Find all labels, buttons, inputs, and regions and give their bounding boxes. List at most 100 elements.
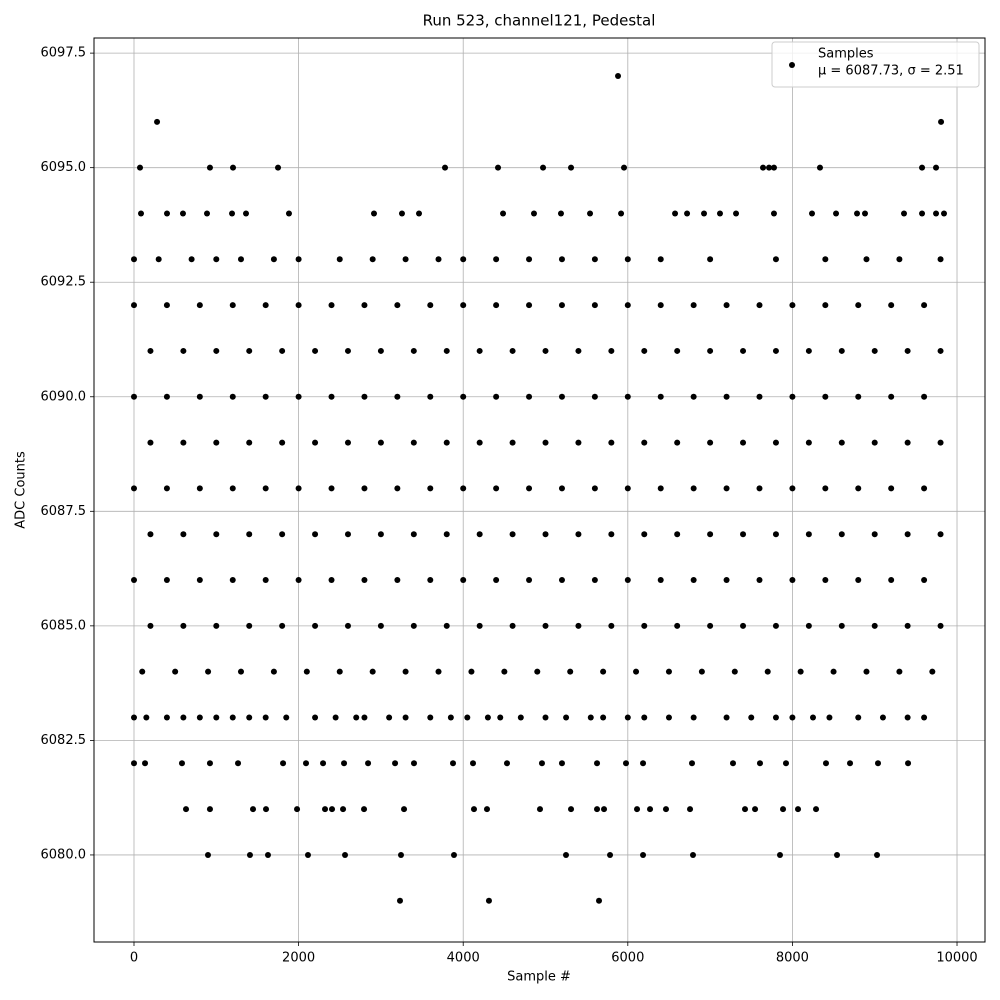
point [435,256,442,263]
point [460,256,467,263]
point [608,622,615,629]
point [295,302,302,309]
point [369,256,376,263]
point [760,164,767,171]
point [871,439,878,446]
point [328,577,335,584]
point [789,393,796,400]
point [805,347,812,354]
point [442,164,449,171]
point [213,256,220,263]
point [731,668,738,675]
point [344,347,351,354]
point [470,760,477,767]
point [213,439,220,446]
point [689,851,696,858]
point [575,531,582,538]
point [295,485,302,492]
point [361,302,368,309]
point [665,714,672,721]
point [530,210,537,217]
point [542,531,549,538]
point [500,210,507,217]
point [130,760,137,767]
point [748,714,755,721]
point [137,210,144,217]
point [575,347,582,354]
point [365,760,372,767]
point [888,302,895,309]
point [229,302,236,309]
point [937,622,944,629]
point [353,714,360,721]
point [591,485,598,492]
point [447,714,454,721]
point [752,806,759,813]
point [270,668,277,675]
point [888,485,895,492]
point [805,622,812,629]
point [862,210,869,217]
point [838,439,845,446]
point [517,714,524,721]
point [733,210,740,217]
point [509,347,516,354]
point [756,302,763,309]
point [229,210,236,217]
point [275,164,282,171]
point [607,851,614,858]
point [624,485,631,492]
point [809,714,816,721]
point [871,622,878,629]
legend-note: μ = 6087.73, σ = 2.51 [818,64,964,79]
point [657,256,664,263]
point [501,668,508,675]
point [690,577,697,584]
point [937,256,944,263]
x-tick-label: 2000 [282,951,315,966]
point [813,806,820,813]
point [919,210,926,217]
point [410,439,417,446]
point [443,622,450,629]
point [805,439,812,446]
point [919,164,926,171]
point [196,577,203,584]
point [587,210,594,217]
point [147,531,154,538]
point [183,806,190,813]
point [460,577,467,584]
point [756,760,763,767]
point [795,806,802,813]
point [493,256,500,263]
point [657,577,664,584]
point [662,806,669,813]
point [640,851,647,858]
point [740,531,747,538]
point [147,347,154,354]
point [526,302,533,309]
point [476,347,483,354]
point [340,806,347,813]
point [328,393,335,400]
point [674,622,681,629]
point [937,347,944,354]
point [772,531,779,538]
point [608,531,615,538]
point [392,760,399,767]
point [402,668,409,675]
point [591,256,598,263]
point [542,347,549,354]
point [871,531,878,538]
point [742,806,749,813]
point [279,622,286,629]
point [328,485,335,492]
point [575,622,582,629]
point [816,164,823,171]
point [563,714,570,721]
point [163,393,170,400]
point [937,439,944,446]
point [600,714,607,721]
point [172,668,179,675]
point [838,347,845,354]
